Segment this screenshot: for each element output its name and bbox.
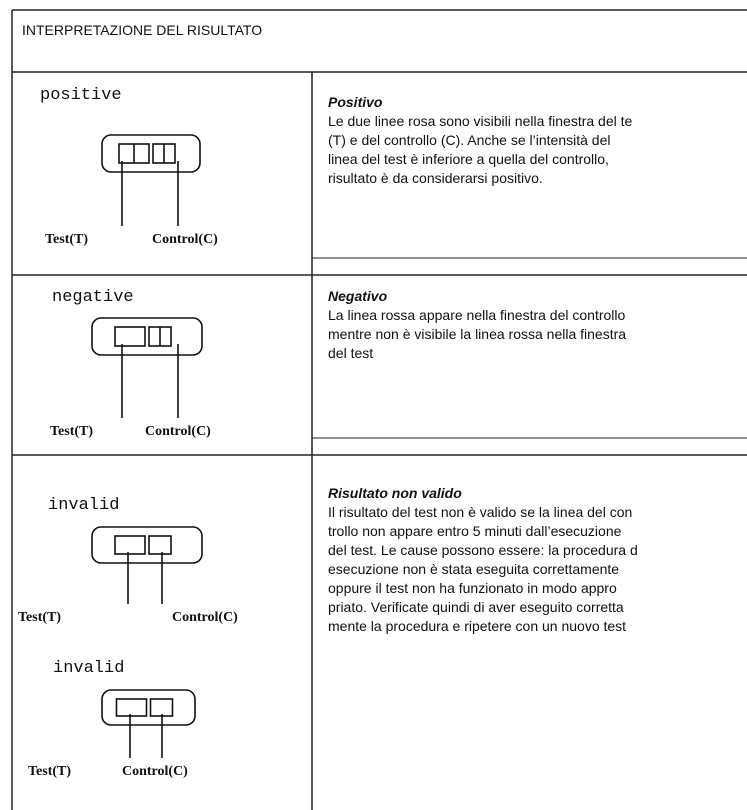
diagram-shape [101, 689, 196, 726]
test-label: Test(T) [50, 424, 94, 439]
diagram-shape [91, 317, 203, 356]
diagram-label: negative [52, 288, 134, 307]
test-label: Test(T) [45, 232, 89, 247]
result-text: trollo non appare entro 5 minuti dall’es… [328, 523, 622, 539]
diagram-shape [148, 535, 172, 555]
result-text: risultato è da considerarsi positivo. [328, 170, 543, 186]
result-heading: Positivo [328, 94, 383, 110]
diagram-shape [115, 698, 148, 717]
result-text: linea del test è inferiore a quella del … [328, 151, 609, 167]
control-label: Control(C) [172, 610, 238, 625]
control-label: Control(C) [152, 232, 218, 247]
test-label: Test(T) [28, 764, 72, 779]
result-heading: Risultato non valido [328, 485, 462, 501]
diagram-label: invalid [48, 496, 120, 515]
diagram-shape [114, 326, 146, 347]
result-text: priato. Verificate quindi di aver esegui… [328, 599, 624, 615]
result-text: del test [328, 345, 374, 361]
result-text: mente la procedura e ripetere con un nuo… [328, 618, 627, 634]
diagram-shape [101, 134, 201, 173]
result-text: Il risultato del test non è valido se la… [328, 504, 633, 520]
result-text: Le due linee rosa sono visibili nella fi… [328, 113, 633, 129]
test-label: Test(T) [18, 610, 62, 625]
diagram-shape [114, 535, 146, 555]
diagram-label: invalid [53, 659, 125, 678]
control-label: Control(C) [122, 764, 188, 779]
header-title: INTERPRETAZIONE DEL RISULTATO [22, 22, 263, 38]
result-text: mentre non è visibile la linea rossa nel… [328, 326, 627, 342]
result-text: La linea rossa appare nella finestra del… [328, 307, 626, 323]
result-text: del test. Le cause possono essere: la pr… [328, 542, 638, 558]
result-text: esecuzione non è stata eseguita corretta… [328, 561, 620, 577]
diagram-label: positive [40, 86, 122, 105]
diagram-shape [149, 698, 174, 717]
result-text: (T) e del controllo (C). Anche se l’inte… [328, 132, 611, 148]
diagram-shape [91, 526, 203, 564]
result-text: oppure il test non ha funzionato in modo… [328, 580, 617, 596]
result-heading: Negativo [328, 288, 388, 304]
control-label: Control(C) [145, 424, 211, 439]
